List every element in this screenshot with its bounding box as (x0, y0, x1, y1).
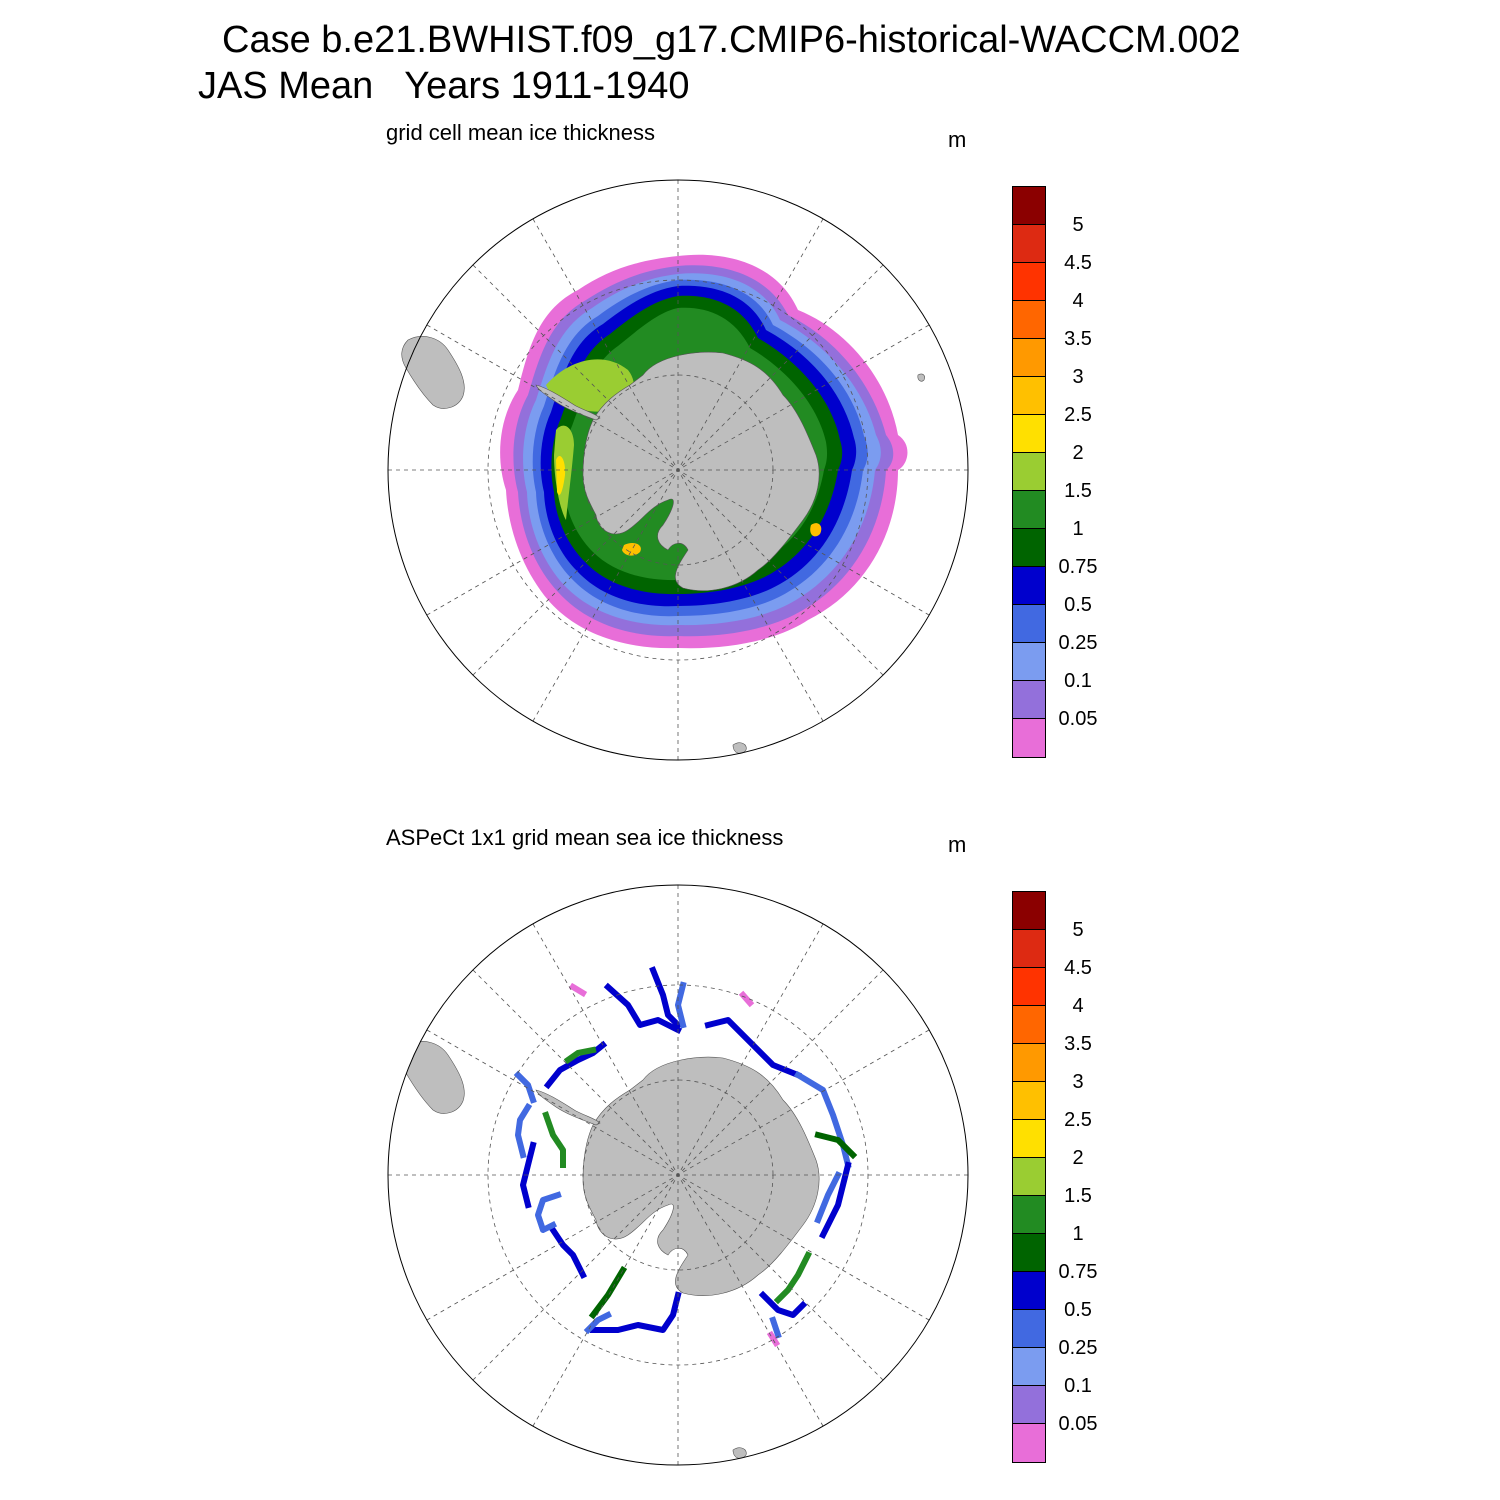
cb1-seg (1013, 491, 1045, 529)
cb2-label: 0.5 (1064, 1299, 1092, 1321)
cb2-seg (1013, 968, 1045, 1006)
cb2-seg (1013, 1044, 1045, 1082)
cb2-seg (1013, 892, 1045, 930)
cb1-label: 4.5 (1064, 252, 1092, 274)
ice-band-3-east (810, 523, 822, 537)
cb2-seg (1013, 1082, 1045, 1120)
antarctica-land (582, 1056, 820, 1296)
antarctic-peninsula (535, 384, 601, 421)
cb1-label: 2 (1072, 442, 1084, 464)
cb1-seg (1013, 377, 1045, 415)
cb1-label: 3.5 (1064, 328, 1092, 350)
cb2-label: 0.1 (1064, 1375, 1092, 1397)
cb2-seg (1013, 1234, 1045, 1272)
cb2-seg (1013, 1348, 1045, 1386)
africa-tip (917, 373, 925, 382)
panel-1-title: grid cell mean ice thickness (386, 120, 656, 145)
cb2-label: 3.5 (1064, 1033, 1092, 1055)
antarctica-land (582, 351, 820, 591)
map-graticule (388, 180, 968, 760)
cb2-seg (1013, 1424, 1045, 1462)
panel-2-map (387, 884, 969, 1466)
cb1-label: 0.1 (1064, 670, 1092, 692)
cb2-label: 2.5 (1064, 1109, 1092, 1131)
cb1-seg (1013, 453, 1045, 491)
cb1-seg (1013, 567, 1045, 605)
cb2-label: 5 (1072, 919, 1084, 941)
antarctic-peninsula (535, 1089, 601, 1126)
cb1-seg (1013, 263, 1045, 301)
cb1-label: 3 (1072, 366, 1084, 388)
cb1-seg (1013, 415, 1045, 453)
period-title: JAS Mean Years 1911-1940 (198, 65, 690, 107)
cb2-label: 4 (1072, 995, 1084, 1017)
cb2-seg (1013, 1196, 1045, 1234)
cb1-label: 5 (1072, 214, 1084, 236)
cb1-label: 1 (1072, 518, 1084, 540)
cb2-label: 1.5 (1064, 1185, 1092, 1207)
cb1-label: 1.5 (1064, 480, 1092, 502)
panel-2-units: m (948, 832, 967, 857)
ice-band-2.5 (556, 455, 566, 495)
cb2-seg (1013, 930, 1045, 968)
cb2-seg (1013, 1120, 1045, 1158)
panel-2-colorbar (1012, 891, 1046, 1463)
cb2-seg (1013, 1272, 1045, 1310)
cb1-seg (1013, 719, 1045, 757)
cb1-label: 0.75 (1058, 556, 1098, 578)
cb1-label: 0.05 (1058, 708, 1098, 730)
cb2-label: 0.75 (1058, 1261, 1098, 1283)
panel-2-title: ASPeCt 1x1 grid mean sea ice thickness (386, 825, 784, 850)
cb2-seg (1013, 1158, 1045, 1196)
panel-1-units: m (948, 127, 967, 152)
cb1-seg (1013, 301, 1045, 339)
cb1-seg (1013, 187, 1045, 225)
cb2-label: 0.25 (1058, 1337, 1098, 1359)
tasmania (732, 742, 747, 754)
map-graticule (388, 885, 968, 1465)
cb1-label: 0.25 (1058, 632, 1098, 654)
cb1-label: 2.5 (1064, 404, 1092, 426)
cb1-seg (1013, 529, 1045, 567)
tasmania (732, 1447, 747, 1459)
panel-1-map (387, 179, 969, 761)
south-america-land (401, 1041, 465, 1114)
cb2-label: 0.05 (1058, 1413, 1098, 1435)
cb2-label: 1 (1072, 1223, 1084, 1245)
cb1-seg (1013, 225, 1045, 263)
south-america-land (401, 336, 465, 409)
cb2-label: 4.5 (1064, 957, 1092, 979)
cb2-seg (1013, 1006, 1045, 1044)
cb2-seg (1013, 1386, 1045, 1424)
panel-1-colorbar (1012, 186, 1046, 758)
cb2-label: 3 (1072, 1071, 1084, 1093)
cb2-seg (1013, 1310, 1045, 1348)
cb1-seg (1013, 681, 1045, 719)
cb1-seg (1013, 643, 1045, 681)
case-title: Case b.e21.BWHIST.f09_g17.CMIP6-historic… (222, 19, 1241, 61)
cb2-label: 2 (1072, 1147, 1084, 1169)
cb1-label: 0.5 (1064, 594, 1092, 616)
ice-band-3 (622, 542, 641, 556)
cb1-label: 4 (1072, 290, 1084, 312)
cb1-seg (1013, 339, 1045, 377)
cb1-seg (1013, 605, 1045, 643)
